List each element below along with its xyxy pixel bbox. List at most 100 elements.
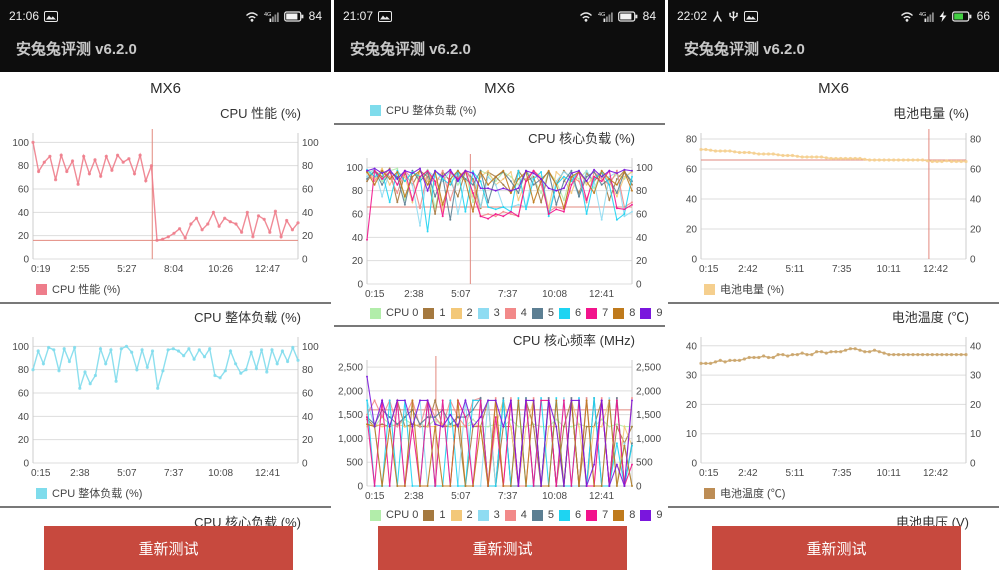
legend-label: 9	[656, 307, 663, 319]
battery-icon	[951, 10, 972, 22]
retest-button[interactable]: 重新测试	[712, 526, 961, 570]
svg-text:20: 20	[302, 231, 314, 242]
header: 22:02 4G 66 安兔兔评测 v6.2.0	[668, 0, 999, 72]
svg-text:2,500: 2,500	[636, 363, 661, 374]
svg-text:12:42: 12:42	[923, 264, 948, 275]
wifi-icon	[245, 11, 258, 22]
svg-text:60: 60	[18, 185, 30, 196]
svg-text:1,500: 1,500	[338, 410, 363, 421]
svg-text:60: 60	[18, 389, 30, 400]
cpu-load-chart: 0 0 20 20 40 40 60 60 80 80 100 100 0:15 2:38 5:07 7:37…	[0, 327, 331, 485]
svg-text:7:37: 7:37	[498, 289, 518, 300]
photo-icon	[744, 10, 759, 22]
legend-swatch	[704, 487, 715, 499]
svg-text:5:11: 5:11	[785, 264, 804, 275]
section-divider	[668, 506, 999, 508]
svg-text:500: 500	[636, 458, 653, 469]
svg-text:0: 0	[636, 280, 642, 291]
battery-level-legend: 电池电量 (%)	[668, 281, 999, 299]
svg-text:100: 100	[302, 342, 319, 353]
retest-button[interactable]: 重新测试	[44, 526, 293, 570]
legend-swatch	[704, 283, 715, 295]
svg-text:80: 80	[18, 365, 30, 376]
legend-swatch	[477, 307, 489, 319]
legend-swatch	[559, 509, 571, 521]
svg-text:7:35: 7:35	[832, 468, 852, 479]
photo-icon	[44, 10, 59, 22]
svg-text:80: 80	[352, 186, 364, 197]
wifi-icon	[579, 11, 592, 22]
signal-4g-icon: 4G	[598, 12, 613, 22]
clock: 21:06	[9, 9, 40, 23]
chart-title-cpu-perf: CPU 性能 (%)	[220, 106, 301, 121]
svg-text:20: 20	[970, 400, 982, 411]
chart-block-core-load: CPU 核心负载 (%) 0 0 20 20 40 40 60 60 80 80 100 100 0:1…	[334, 125, 665, 327]
chart-block-cpu-perf: CPU 性能 (%) 0 0 20 20 40 40 60 60 80 80 100 100 0:19 2…	[0, 100, 331, 304]
svg-text:20: 20	[18, 231, 30, 242]
svg-text:20: 20	[970, 225, 982, 236]
svg-text:2:38: 2:38	[404, 491, 424, 502]
svg-text:60: 60	[970, 165, 982, 176]
svg-text:5:27: 5:27	[117, 264, 137, 275]
svg-text:12:41: 12:41	[255, 468, 280, 479]
svg-text:40: 40	[302, 208, 314, 219]
svg-text:0: 0	[23, 459, 29, 470]
svg-text:20: 20	[686, 400, 698, 411]
svg-text:0:15: 0:15	[365, 491, 385, 502]
svg-text:1,000: 1,000	[636, 434, 661, 445]
chart-title-core-freq: CPU 核心频率 (MHz)	[512, 333, 635, 348]
svg-text:2:38: 2:38	[70, 468, 90, 479]
svg-text:100: 100	[636, 163, 653, 174]
svg-text:20: 20	[302, 435, 314, 446]
photo-icon	[378, 10, 393, 22]
svg-text:80: 80	[18, 161, 30, 172]
svg-text:40: 40	[686, 195, 698, 206]
status-bar: 22:02 4G 66	[668, 0, 999, 29]
svg-text:0: 0	[970, 255, 976, 266]
svg-text:10:08: 10:08	[542, 289, 567, 300]
legend-label: 1	[439, 307, 446, 319]
cpu-load-legend: CPU 整体负载 (%)	[0, 485, 331, 503]
svg-text:8:04: 8:04	[164, 264, 184, 275]
chart-block-core-freq: CPU 核心频率 (MHz) 0 0 500 500 1,000 1,000 1,500 1,…	[334, 327, 665, 524]
phone-panel-1: 21:06 4G 84 安兔兔评测 v6.2.0 MX6 CPU 性能 (%) …	[0, 0, 331, 588]
svg-text:0: 0	[970, 459, 976, 470]
chart-title-battery-temp: 电池温度 (℃)	[891, 310, 969, 325]
legend-label: 5	[547, 307, 555, 319]
svg-text:0: 0	[691, 459, 697, 470]
section-divider	[334, 123, 665, 125]
svg-text:0: 0	[357, 482, 363, 493]
signal-4g-icon: 4G	[919, 12, 934, 22]
cpu-core-load-legend: CPU 0 1 2 3 4 5 6 7 8 9	[334, 306, 665, 322]
svg-text:5:07: 5:07	[451, 289, 471, 300]
svg-text:40: 40	[970, 341, 982, 352]
header: 21:07 4G 84 安兔兔评测 v6.2.0	[334, 0, 665, 72]
legend-swatch	[370, 509, 381, 521]
svg-text:4G: 4G	[919, 12, 926, 18]
previous-chart-legend: CPU 整体负载 (%)	[334, 100, 665, 120]
svg-text:2:38: 2:38	[404, 289, 424, 300]
legend-label: 4	[520, 307, 527, 319]
battery-percent: 66	[976, 9, 990, 23]
clock: 22:02	[677, 9, 708, 23]
svg-text:10: 10	[970, 429, 982, 440]
svg-text:0:15: 0:15	[699, 468, 719, 479]
legend-label: 5	[547, 509, 555, 521]
svg-text:100: 100	[12, 342, 29, 353]
legend-swatch	[613, 307, 625, 319]
svg-text:10:26: 10:26	[208, 264, 233, 275]
svg-text:30: 30	[970, 371, 982, 382]
svg-text:40: 40	[636, 233, 648, 244]
svg-text:2:55: 2:55	[70, 264, 90, 275]
svg-text:2,000: 2,000	[338, 386, 363, 397]
legend-label: 7	[602, 307, 609, 319]
retest-button[interactable]: 重新测试	[378, 526, 627, 570]
svg-text:2:42: 2:42	[738, 468, 758, 479]
battery-icon	[617, 10, 638, 22]
app-title: 安兔兔评测 v6.2.0	[16, 41, 137, 58]
chart-title-core-load: CPU 核心负载 (%)	[528, 131, 635, 146]
vpn-icon	[713, 10, 722, 22]
svg-text:60: 60	[686, 165, 698, 176]
svg-text:7:37: 7:37	[164, 468, 184, 479]
